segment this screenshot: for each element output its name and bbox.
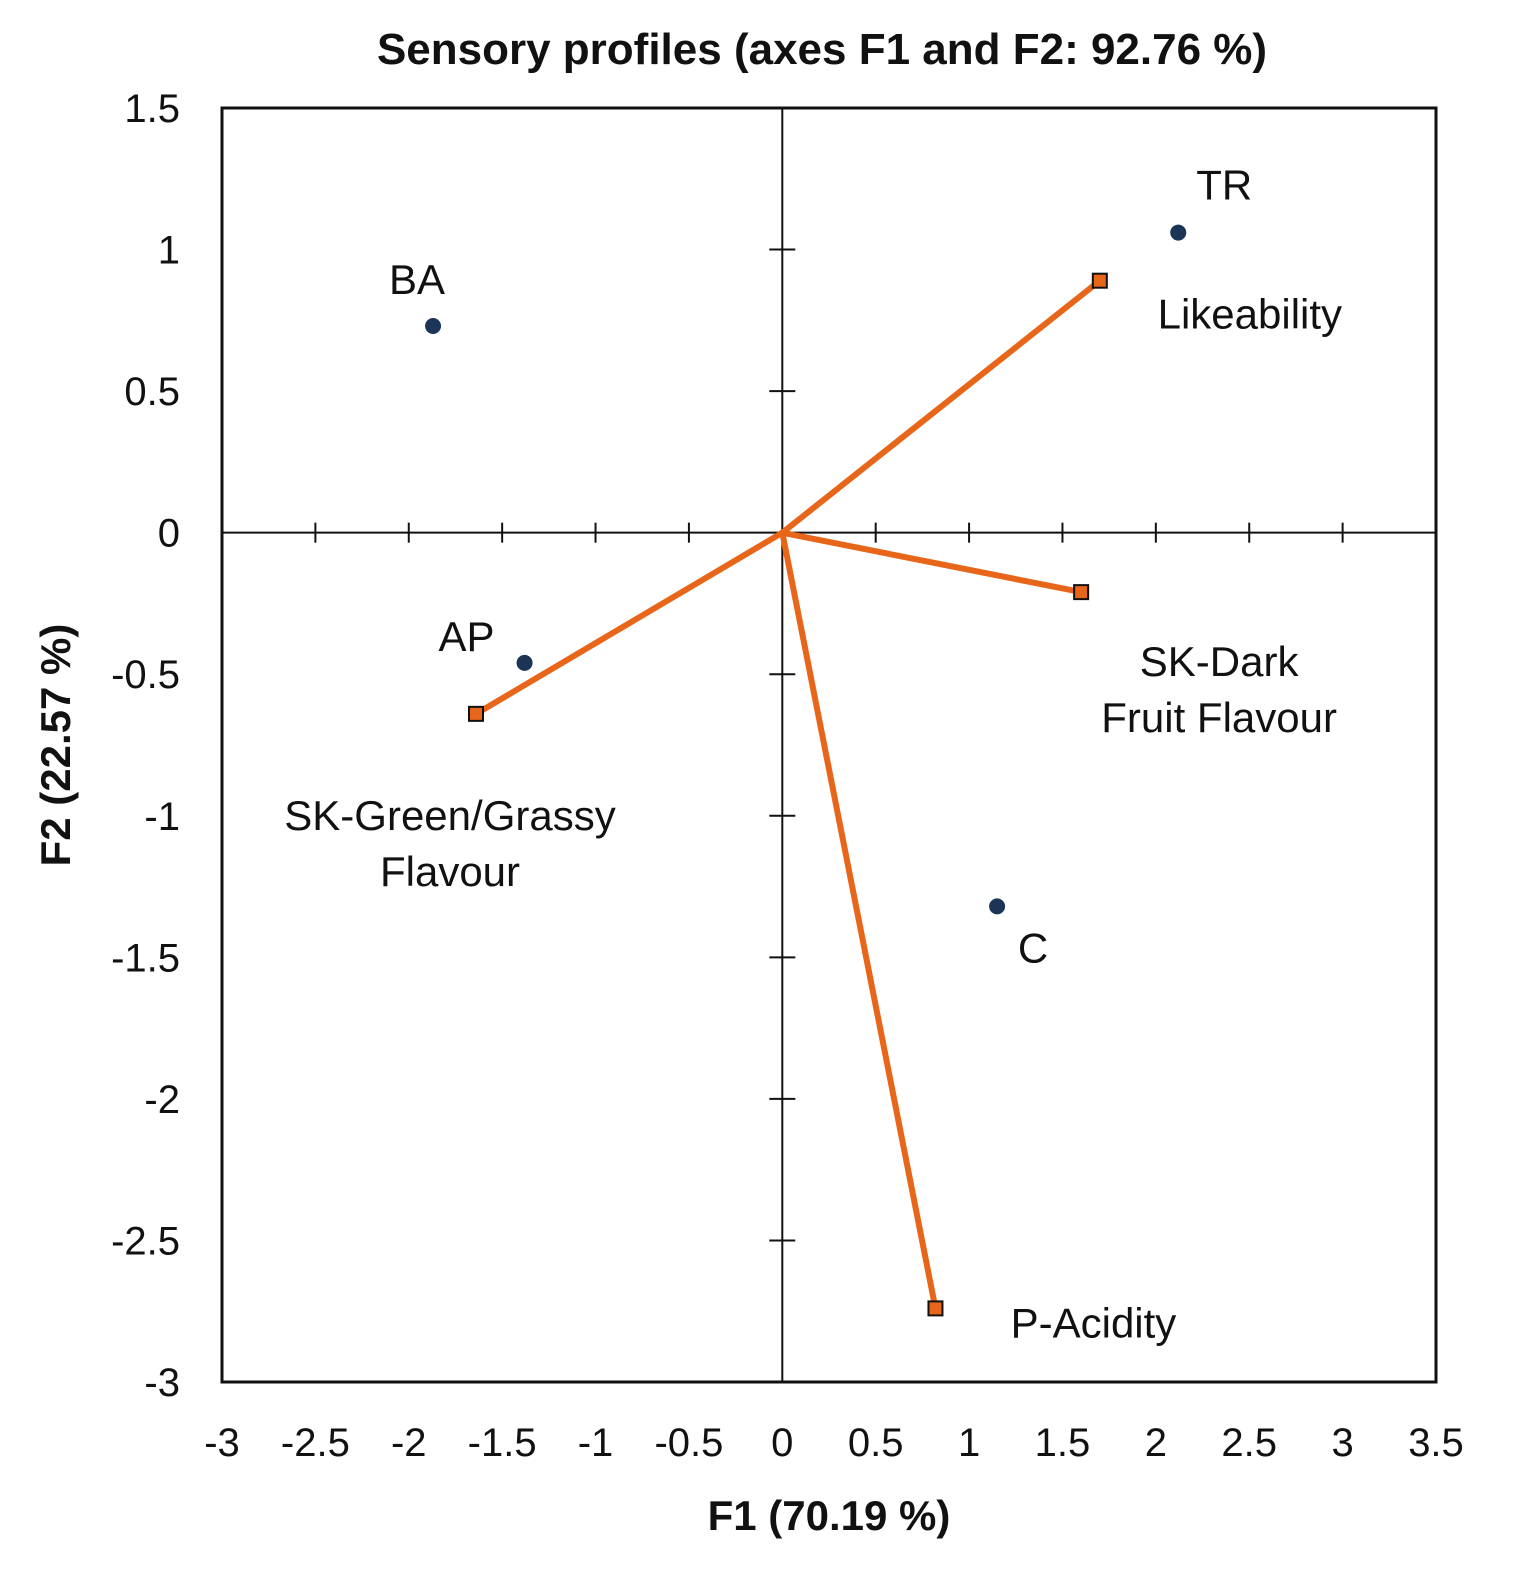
y-axis-title: F2 (22.57 %) — [32, 624, 79, 867]
vector-line — [779, 277, 1103, 536]
observation-label: BA — [389, 256, 445, 303]
y-tick-label: -0.5 — [111, 653, 180, 697]
vector-marker — [1073, 584, 1090, 601]
x-tick-label: 1.5 — [1035, 1421, 1091, 1465]
x-tick-label: -3 — [204, 1421, 240, 1465]
vector-marker — [1091, 272, 1108, 289]
point-labels: BA TR AP C Likeability SK-Dark Fruit Flavour SK… — [284, 162, 1342, 1347]
vector-marker — [468, 705, 485, 722]
variable-label: P-Acidity — [1011, 1299, 1177, 1346]
y-tick-label: -3 — [144, 1361, 180, 1405]
vector-line — [779, 529, 1085, 596]
y-tick-label: 1.5 — [124, 87, 180, 131]
x-tick-label: -1 — [578, 1421, 614, 1465]
vector-line — [473, 529, 786, 717]
x-tick-label: 0 — [771, 1421, 793, 1465]
observation-label: TR — [1196, 162, 1252, 209]
x-tick-label: -2.5 — [281, 1421, 350, 1465]
x-tick-label: 2 — [1145, 1421, 1167, 1465]
observation-point — [1170, 224, 1187, 241]
x-tick-label: 2.5 — [1221, 1421, 1277, 1465]
x-tick-label: 3.5 — [1408, 1421, 1464, 1465]
observation-points — [425, 224, 1187, 915]
variable-label: Fruit Flavour — [1101, 694, 1337, 741]
zero-axes — [222, 108, 1436, 1382]
y-tick-label: -1.5 — [111, 936, 180, 980]
variable-vectors — [468, 272, 1108, 1317]
x-tick-label: -2 — [391, 1421, 427, 1465]
observation-label: C — [1018, 924, 1048, 971]
plot-frame — [220, 106, 1438, 1384]
variable-label: SK-Green/Grassy — [284, 792, 615, 839]
x-tick-label: -1.5 — [468, 1421, 537, 1465]
y-tick-label: 0 — [158, 512, 180, 556]
y-tick-label: 1 — [158, 229, 180, 273]
variable-label: SK-Dark — [1140, 638, 1300, 685]
variable-label: Flavour — [380, 848, 520, 895]
x-tick-label: 3 — [1331, 1421, 1353, 1465]
y-tick-labels: 1.5 1 0.5 0 -0.5 -1 -1.5 -2 -2.5 -3 — [111, 87, 180, 1405]
observation-point — [516, 654, 533, 671]
y-tick-label: -2.5 — [111, 1219, 180, 1263]
axis-ticks — [314, 248, 1344, 1242]
variable-label: Likeability — [1158, 291, 1342, 338]
x-tick-label: -0.5 — [654, 1421, 723, 1465]
x-tick-label: 0.5 — [848, 1421, 904, 1465]
x-tick-label: 1 — [958, 1421, 980, 1465]
y-tick-label: -2 — [144, 1078, 180, 1122]
x-tick-labels: -3 -2.5 -2 -1.5 -1 -0.5 0 0.5 1 1.5 2 2.5 3 3.5 — [204, 1421, 1464, 1465]
vector-marker — [927, 1300, 944, 1317]
y-tick-label: -1 — [144, 795, 180, 839]
observation-label: AP — [439, 613, 495, 660]
observation-point — [425, 317, 442, 334]
x-axis-title: F1 (70.19 %) — [708, 1492, 951, 1539]
vector-line — [779, 529, 939, 1312]
chart-title: Sensory profiles (axes F1 and F2: 92.76 … — [377, 25, 1267, 74]
y-tick-label: 0.5 — [124, 370, 180, 414]
observation-point — [989, 898, 1006, 915]
